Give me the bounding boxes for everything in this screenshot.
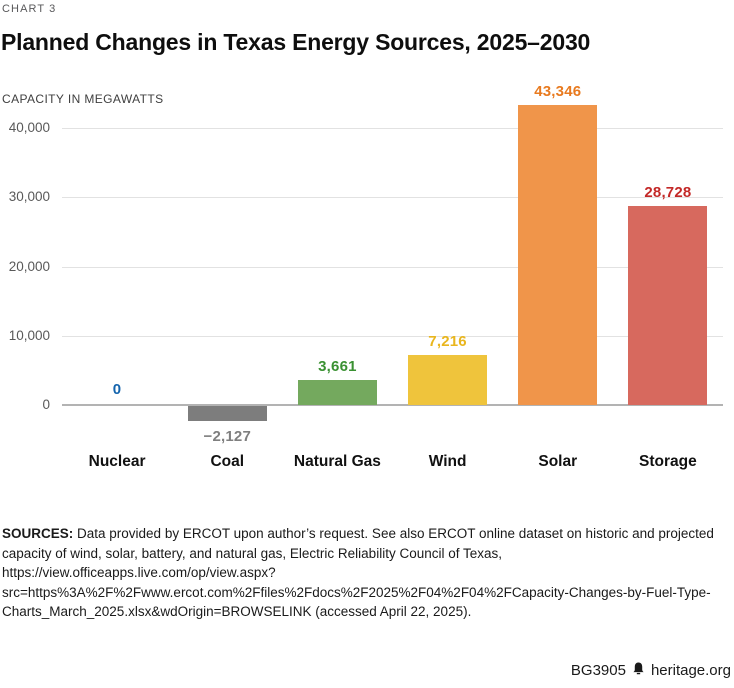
footer: BG3905 heritage.org bbox=[571, 662, 731, 679]
sources-text: Data provided by ERCOT upon author’s req… bbox=[2, 526, 714, 619]
sources-label: SOURCES: bbox=[2, 526, 74, 541]
y-tick-label: 30,000 bbox=[8, 189, 50, 205]
bar-natural-gas bbox=[297, 379, 377, 405]
heritage-bell-icon bbox=[632, 662, 645, 679]
sources-note: SOURCES: Data provided by ERCOT upon aut… bbox=[2, 524, 732, 622]
gridline bbox=[62, 266, 723, 268]
gridline bbox=[62, 128, 723, 129]
category-label-coal: Coal bbox=[210, 453, 245, 470]
category-label-natural-gas: Natural Gas bbox=[293, 453, 381, 470]
y-tick-label: 40,000 bbox=[8, 120, 50, 135]
category-label-wind: Wind bbox=[428, 453, 467, 470]
value-label-coal: −2,127 bbox=[203, 427, 251, 445]
category-label-nuclear: Nuclear bbox=[88, 453, 146, 470]
y-axis-title: CAPACITY IN MEGAWATTS bbox=[2, 92, 164, 106]
category-label-storage: Storage bbox=[639, 453, 697, 470]
chart-title: Planned Changes in Texas Energy Sources,… bbox=[1, 29, 591, 55]
value-label-nuclear: 0 bbox=[112, 381, 122, 398]
chart-kicker: CHART 3 bbox=[2, 3, 57, 15]
bar-chart-plot-area: 0 10,000 20,000 30,000 40,000 0 Nuclear −2,127 C… bbox=[8, 82, 723, 470]
value-label-storage: 28,728 bbox=[644, 184, 692, 202]
zero-baseline bbox=[62, 404, 723, 406]
gridline bbox=[62, 197, 723, 199]
category-label-solar: Solar bbox=[538, 453, 578, 470]
bar-coal bbox=[187, 406, 267, 421]
y-tick-label: 10,000 bbox=[8, 327, 50, 343]
bar-wind bbox=[408, 355, 488, 405]
bar-storage bbox=[628, 206, 708, 405]
value-label-natural-gas: 3,661 bbox=[318, 357, 357, 375]
value-label-wind: 7,216 bbox=[428, 333, 467, 351]
site-label: heritage.org bbox=[650, 662, 731, 679]
value-label-solar: 43,346 bbox=[534, 82, 582, 100]
y-tick-label: 20,000 bbox=[8, 258, 50, 274]
doc-id: BG3905 bbox=[570, 662, 626, 679]
bar-solar bbox=[518, 104, 598, 405]
gridline bbox=[62, 335, 723, 337]
y-tick-label: 0 bbox=[42, 397, 50, 412]
